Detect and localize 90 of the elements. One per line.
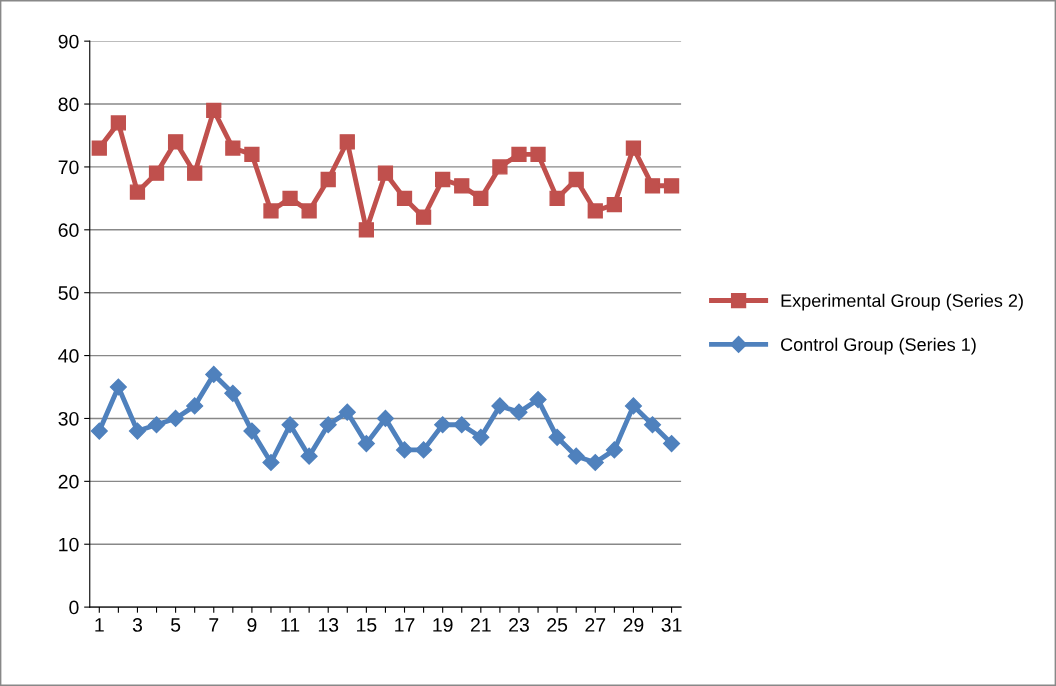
point <box>415 441 433 459</box>
y-tick-label: 10 <box>59 537 79 552</box>
x-tick-label: 23 <box>509 618 529 632</box>
y-tick-label: 50 <box>58 286 79 300</box>
x-tick-label: 11 <box>281 618 300 632</box>
point <box>244 146 260 162</box>
point <box>110 115 127 131</box>
point <box>435 171 451 188</box>
point <box>605 441 623 459</box>
x-tick-label: 19 <box>433 618 453 632</box>
point <box>206 102 222 118</box>
y-tick-label: 40 <box>58 349 79 363</box>
point <box>472 428 490 446</box>
point <box>282 190 298 207</box>
x-tick-label: 3 <box>132 618 142 632</box>
x-tick-label: 27 <box>585 618 606 632</box>
point <box>300 447 318 465</box>
point <box>357 435 375 453</box>
x-tick-label: 9 <box>247 618 257 632</box>
legend-label: Control Group (Series 1) <box>781 337 976 355</box>
point <box>510 403 528 421</box>
point <box>453 416 471 434</box>
x-tick-label: 7 <box>209 618 219 632</box>
point <box>549 190 565 207</box>
point <box>205 365 223 383</box>
point <box>587 203 603 219</box>
point <box>606 197 622 213</box>
point <box>491 397 509 415</box>
point <box>109 378 127 396</box>
point <box>530 146 546 162</box>
point <box>186 397 204 415</box>
point <box>663 178 680 194</box>
point <box>301 203 317 219</box>
point <box>377 165 394 181</box>
point <box>643 416 662 434</box>
x-tick-label: 17 <box>395 618 415 632</box>
point <box>395 441 414 459</box>
x-tick-label: 15 <box>357 618 377 632</box>
y-tick-label: 30 <box>58 411 79 426</box>
point <box>376 409 394 428</box>
y-tick-label: 90 <box>58 34 79 49</box>
point <box>262 453 280 472</box>
point <box>644 178 661 194</box>
point <box>167 134 184 150</box>
x-tick-label: 29 <box>623 618 644 632</box>
point <box>224 384 242 402</box>
y-tick-label: 70 <box>58 160 79 175</box>
point <box>624 397 642 415</box>
x-tick-label: 13 <box>318 618 339 632</box>
point <box>511 146 527 162</box>
point <box>454 178 470 194</box>
point <box>90 422 108 440</box>
point <box>548 428 566 446</box>
point <box>338 403 356 421</box>
point <box>167 409 185 428</box>
point <box>187 165 203 181</box>
point <box>243 422 261 440</box>
y-tick-label: 60 <box>58 223 79 238</box>
point <box>320 171 336 188</box>
y-tick-label: 20 <box>58 474 79 489</box>
point <box>529 391 547 409</box>
point <box>434 416 452 434</box>
legend-label: Experimental Group (Series 2) <box>781 293 1023 311</box>
point <box>358 222 375 238</box>
point <box>396 190 413 207</box>
point <box>225 140 241 156</box>
point <box>147 416 166 434</box>
point <box>663 435 681 453</box>
point <box>128 422 147 440</box>
point <box>319 416 337 434</box>
x-tick-label: 5 <box>170 618 181 632</box>
point <box>492 159 508 175</box>
x-tick-label: 31 <box>661 618 682 632</box>
point <box>129 184 146 200</box>
point <box>148 165 165 181</box>
point <box>625 140 642 156</box>
point <box>339 134 355 150</box>
point <box>473 190 489 207</box>
y-tick-label: 0 <box>69 600 79 615</box>
x-tick-label: 21 <box>470 618 491 632</box>
x-tick-label: 1 <box>95 618 104 632</box>
point <box>567 447 585 465</box>
point <box>415 209 432 225</box>
x-tick-label: 25 <box>547 618 568 632</box>
point <box>263 203 279 219</box>
point <box>586 453 604 472</box>
point <box>91 140 107 156</box>
y-tick-label: 80 <box>58 97 79 112</box>
point <box>281 416 299 434</box>
point <box>568 171 584 188</box>
